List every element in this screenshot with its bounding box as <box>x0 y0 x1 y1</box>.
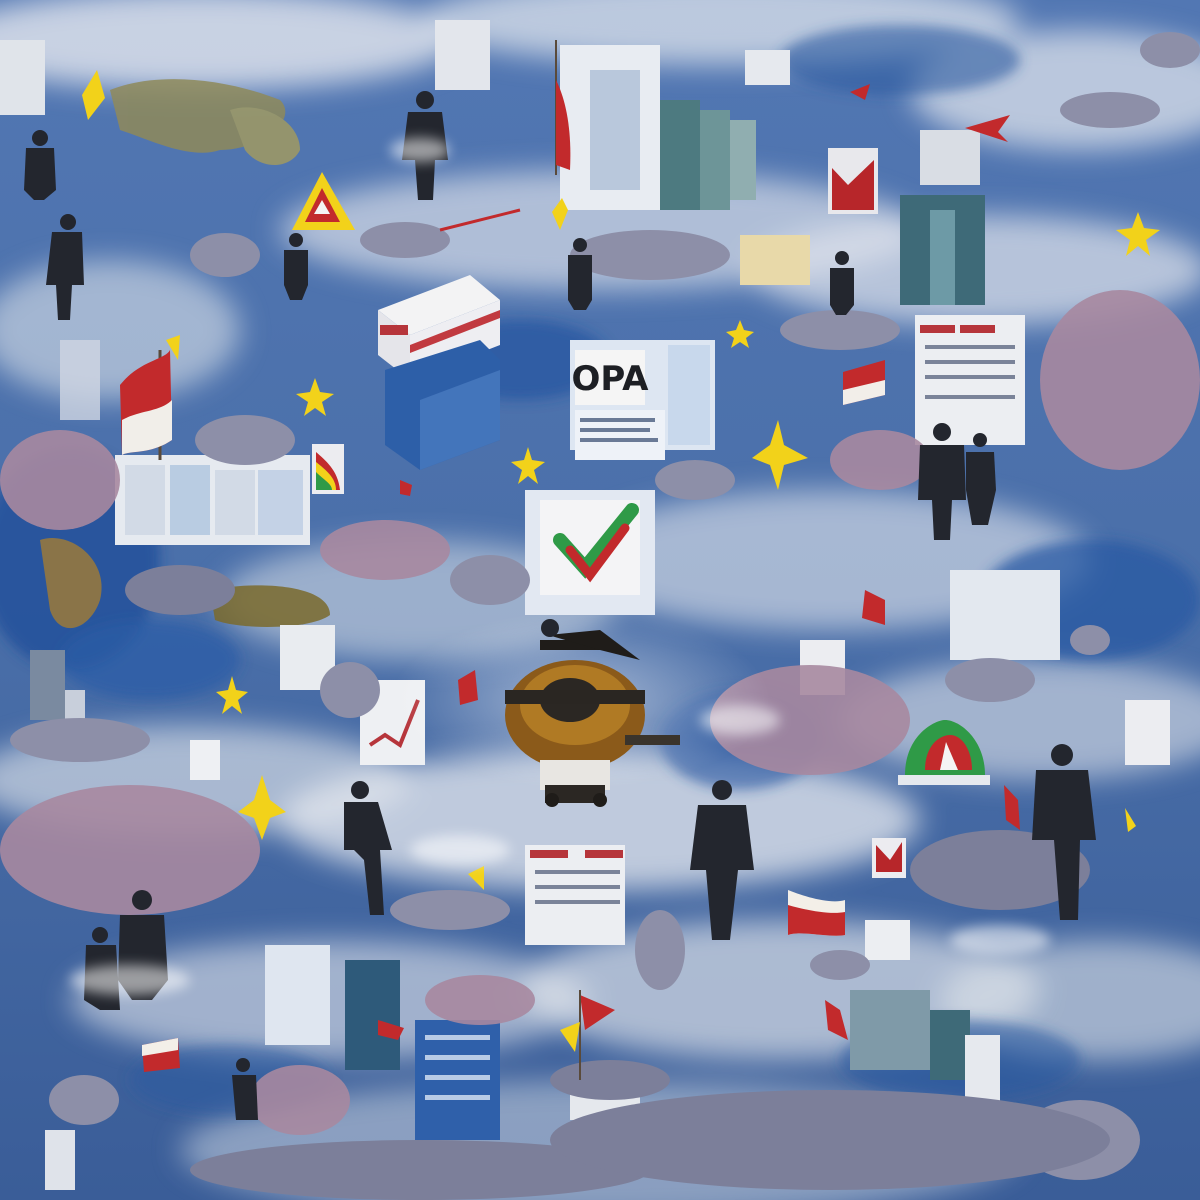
crowds <box>0 32 1200 1200</box>
check-mark <box>553 503 639 583</box>
flags <box>120 40 1020 1080</box>
red-marks <box>439 84 1010 232</box>
figure-center-left <box>568 238 854 315</box>
red-box-right <box>872 838 906 878</box>
rainbow-logo <box>312 444 344 494</box>
red-flag-top <box>555 40 571 175</box>
document-panels <box>0 20 1170 1140</box>
triangle-sign <box>292 172 355 230</box>
helicopter <box>390 610 770 807</box>
check-flag <box>828 148 878 214</box>
dome-logo <box>898 720 990 785</box>
figure-left-1 <box>46 214 84 320</box>
flag-lower-2 <box>579 990 615 1080</box>
opa-sign-text: OPA <box>571 359 649 399</box>
figure-right-large <box>1032 744 1096 920</box>
figure-left-2 <box>284 233 308 300</box>
figure-bottom-left <box>232 1058 258 1120</box>
figure-right-group <box>918 423 996 540</box>
figure-center-2 <box>690 780 754 940</box>
flag-lower-1 <box>788 890 845 936</box>
flag-lower-3 <box>142 1038 180 1072</box>
flag-small-1 <box>378 480 1020 1040</box>
red-flag-right <box>843 360 885 405</box>
figure-top-left <box>24 130 56 200</box>
city-towers <box>30 100 985 1190</box>
stars <box>82 70 1160 1052</box>
world-map-continents <box>40 79 330 629</box>
figure-center-1 <box>344 781 392 915</box>
red-flag-left <box>120 350 172 460</box>
light-glints <box>70 138 1050 995</box>
